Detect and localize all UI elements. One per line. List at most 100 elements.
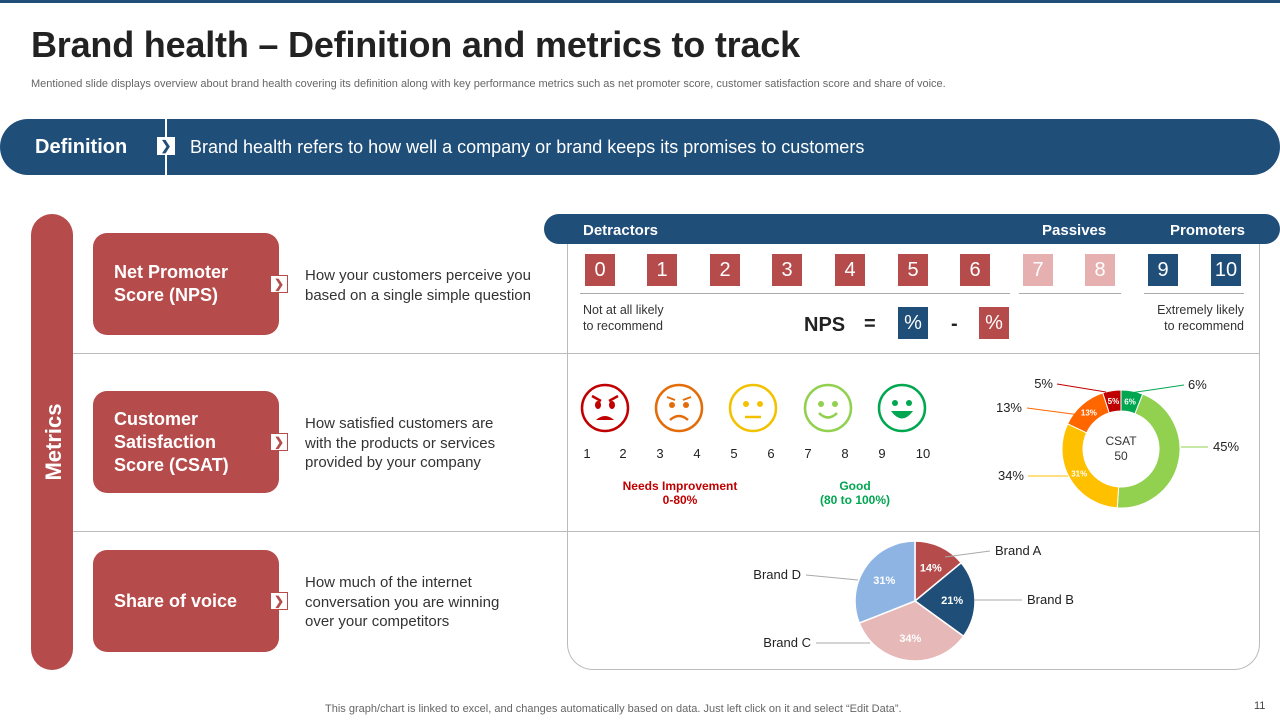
passives-bracket-line <box>1019 293 1121 294</box>
nps-score-box: 4 <box>835 254 865 286</box>
chevron-right-icon: ❯ <box>270 275 288 293</box>
detractors-label: Detractors <box>583 222 659 239</box>
detractors-bracket-line <box>580 293 1010 294</box>
csat-scale-number: 10 <box>915 446 931 461</box>
label-line: (80 to 100%) <box>819 493 891 507</box>
share-of-voice-pie-chart: 14% 21% 34% 31% Brand A Brand B Brand C Brand D <box>753 540 1074 662</box>
csat-scale-number: 2 <box>619 446 627 461</box>
donut-slice <box>1116 393 1181 509</box>
footer-note: This graph/chart is linked to excel, and… <box>325 703 902 715</box>
page-subtitle: Mentioned slide displays overview about … <box>31 78 946 90</box>
description-line: conversation you are winning <box>305 593 500 611</box>
description-line: based on a single simple question <box>305 286 531 304</box>
metric-name-line: Share of voice <box>114 590 238 611</box>
nps-score-box: 10 <box>1211 254 1241 286</box>
pie-value-label: 14% <box>920 562 942 574</box>
nps-equals-sign: = <box>864 313 876 335</box>
pie-value-label: 34% <box>899 633 921 645</box>
smiling-face-icon <box>803 383 853 433</box>
donut-center-value: 50 <box>1114 449 1128 463</box>
pie-slice <box>858 600 965 662</box>
csat-scale-number: 3 <box>656 446 664 461</box>
top-accent-line <box>0 0 1280 3</box>
donut-slice <box>1102 389 1122 414</box>
description-line: How much of the internet <box>305 574 472 591</box>
csat-scale-number: 9 <box>878 446 886 461</box>
metric-name-line: Customer <box>114 408 199 429</box>
row-divider <box>73 531 1260 532</box>
metric-name-line: Score (NPS) <box>114 285 219 305</box>
page-title: Brand health – Definition and metrics to… <box>31 24 800 65</box>
passives-label: Passives <box>1042 222 1107 239</box>
chevron-right-icon: ❯ <box>270 433 288 451</box>
nps-minus-sign: - <box>951 313 958 335</box>
metric-name-line: Net Promoter <box>114 262 229 282</box>
pie-category-label: Brand B <box>1027 592 1074 607</box>
nps-score-box: 9 <box>1148 254 1178 286</box>
nps-score-box: 3 <box>772 254 802 286</box>
donut-outer-label: 6% <box>1188 377 1207 392</box>
csat-scale-number: 1 <box>583 446 591 461</box>
promoters-label: Promoters <box>1170 222 1246 239</box>
nps-formula-label: NPS <box>804 314 846 336</box>
detractors-percent-box: % <box>979 307 1009 339</box>
label-line: 0-80% <box>662 493 698 507</box>
donut-center-label: CSAT <box>1105 434 1137 448</box>
donut-outer-label: 13% <box>996 400 1022 415</box>
happy-face-icon <box>877 383 927 433</box>
metrics-sidebar <box>31 214 73 670</box>
pie-value-label: 31% <box>873 575 895 587</box>
description-line: How satisfied customers are <box>305 415 494 432</box>
nps-score-box: 7 <box>1023 254 1053 286</box>
metric-box-nps: Net Promoter Score (NPS) <box>93 233 279 335</box>
label-line: Extremely likely <box>1157 303 1244 317</box>
pie-slice <box>913 561 976 638</box>
metric-description-share-of-voice: How much of the internet conversation yo… <box>305 573 499 632</box>
definition-text: Brand health refers to how well a compan… <box>190 137 865 157</box>
nps-score-box: 6 <box>960 254 990 286</box>
nps-score-box: 1 <box>647 254 677 286</box>
good-label: Good (80 to 100%) <box>795 479 915 507</box>
donut-inner-label: 13% <box>1081 409 1097 418</box>
pie-category-label: Brand D <box>753 567 801 582</box>
pie-leader-line <box>944 550 991 558</box>
label-line: Not at all likely <box>583 303 664 317</box>
metric-box-csat: Customer Satisfaction Score (CSAT) <box>93 391 279 493</box>
description-line: with the products or services <box>305 434 496 452</box>
description-line: How your customers perceive you <box>305 267 531 284</box>
donut-leader-line <box>1129 384 1185 394</box>
pie-category-label: Brand C <box>763 635 811 650</box>
chevron-right-icon: ❯ <box>270 592 288 610</box>
csat-faces <box>580 383 927 433</box>
chevron-right-icon: ❯ <box>157 137 175 155</box>
neutral-face-icon <box>728 383 778 433</box>
nps-score-box: 0 <box>585 254 615 286</box>
donut-outer-label: 45% <box>1213 439 1239 454</box>
csat-scale-number: 8 <box>841 446 849 461</box>
nps-score-box: 8 <box>1085 254 1115 286</box>
donut-leader-line <box>1026 407 1081 416</box>
description-line: provided by your company <box>305 454 481 471</box>
very-unhappy-face-icon <box>580 383 630 433</box>
pie-category-label: Brand A <box>995 543 1042 558</box>
nps-high-label: Extremely likely to recommend <box>1100 302 1244 334</box>
label-line: Good <box>839 479 871 493</box>
metrics-label: Metrics <box>41 403 66 481</box>
donut-outer-label: 5% <box>1034 376 1053 391</box>
promoters-percent-box: % <box>898 307 928 339</box>
nps-header-bar <box>544 214 1280 244</box>
metrics-content-panel <box>567 215 1260 670</box>
needs-improvement-label: Needs Improvement 0-80% <box>610 479 750 507</box>
csat-scale-number: 6 <box>767 446 775 461</box>
csat-scale-number: 4 <box>693 446 701 461</box>
unhappy-face-icon <box>654 383 704 433</box>
definition-bar <box>0 119 1280 175</box>
metric-description-csat: How satisfied customers are with the pro… <box>305 414 495 473</box>
donut-leader-line <box>1056 383 1107 393</box>
nps-score-box: 2 <box>710 254 740 286</box>
pie-slice <box>854 540 916 625</box>
pie-value-label: 21% <box>941 595 963 607</box>
promoters-bracket-line <box>1144 293 1244 294</box>
nps-score-box: 5 <box>898 254 928 286</box>
